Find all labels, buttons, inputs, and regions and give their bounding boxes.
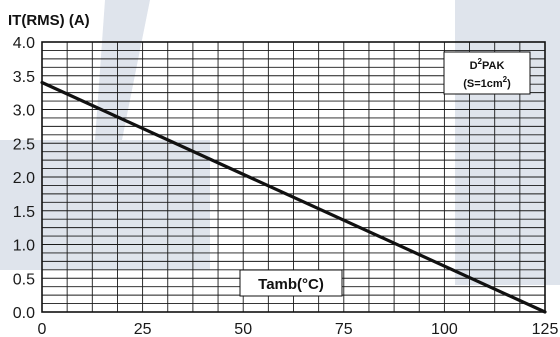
watermark-block-right (455, 0, 560, 285)
package-legend-box: D2PAK (S=1cm2) (443, 51, 531, 95)
y-tick-label: 2.0 (13, 170, 35, 187)
y-tick-label: 3.0 (13, 103, 35, 120)
watermark-slash (95, 0, 150, 140)
plot-border (41, 41, 546, 313)
x-tick-label: 0 (38, 321, 47, 337)
x-axis-label: Tamb(°C) (258, 276, 324, 293)
y-tick-label: 0.5 (13, 271, 35, 288)
legend-box-frame (443, 51, 531, 95)
watermark-block-left (0, 140, 210, 270)
plot-frame (41, 41, 546, 313)
grid-lines (42, 42, 545, 312)
y-tick-label: 4.0 (13, 35, 35, 52)
y-tick-label: 1.0 (13, 238, 35, 255)
x-axis-label-box: Tamb(°C) (239, 269, 343, 297)
watermark-shapes (0, 0, 560, 285)
legend-line-1: D2PAK (470, 57, 505, 72)
x-tick-label: 50 (234, 321, 252, 337)
y-tick-label: 3.5 (13, 69, 35, 86)
x-tick-label: 125 (532, 321, 559, 337)
x-tick-label: 100 (431, 321, 458, 337)
series-line-0 (40, 80, 547, 314)
chart-title: IT(RMS) (A) (8, 12, 90, 29)
legend-line-2: (S=1cm2) (463, 75, 511, 90)
x-tick-label: 25 (134, 321, 152, 337)
x-tick-labels: 0 25 50 75 100 125 (38, 321, 559, 337)
y-tick-label: 2.5 (13, 136, 35, 153)
series-layer (40, 80, 547, 314)
x-axis-label-frame (239, 269, 343, 297)
y-tick-label: 1.5 (13, 204, 35, 221)
x-tick-label: 75 (335, 321, 353, 337)
y-tick-label: 0.0 (13, 305, 35, 322)
y-tick-labels: 0.0 0.5 1.0 1.5 2.0 2.5 3.0 3.5 4.0 (13, 35, 35, 322)
